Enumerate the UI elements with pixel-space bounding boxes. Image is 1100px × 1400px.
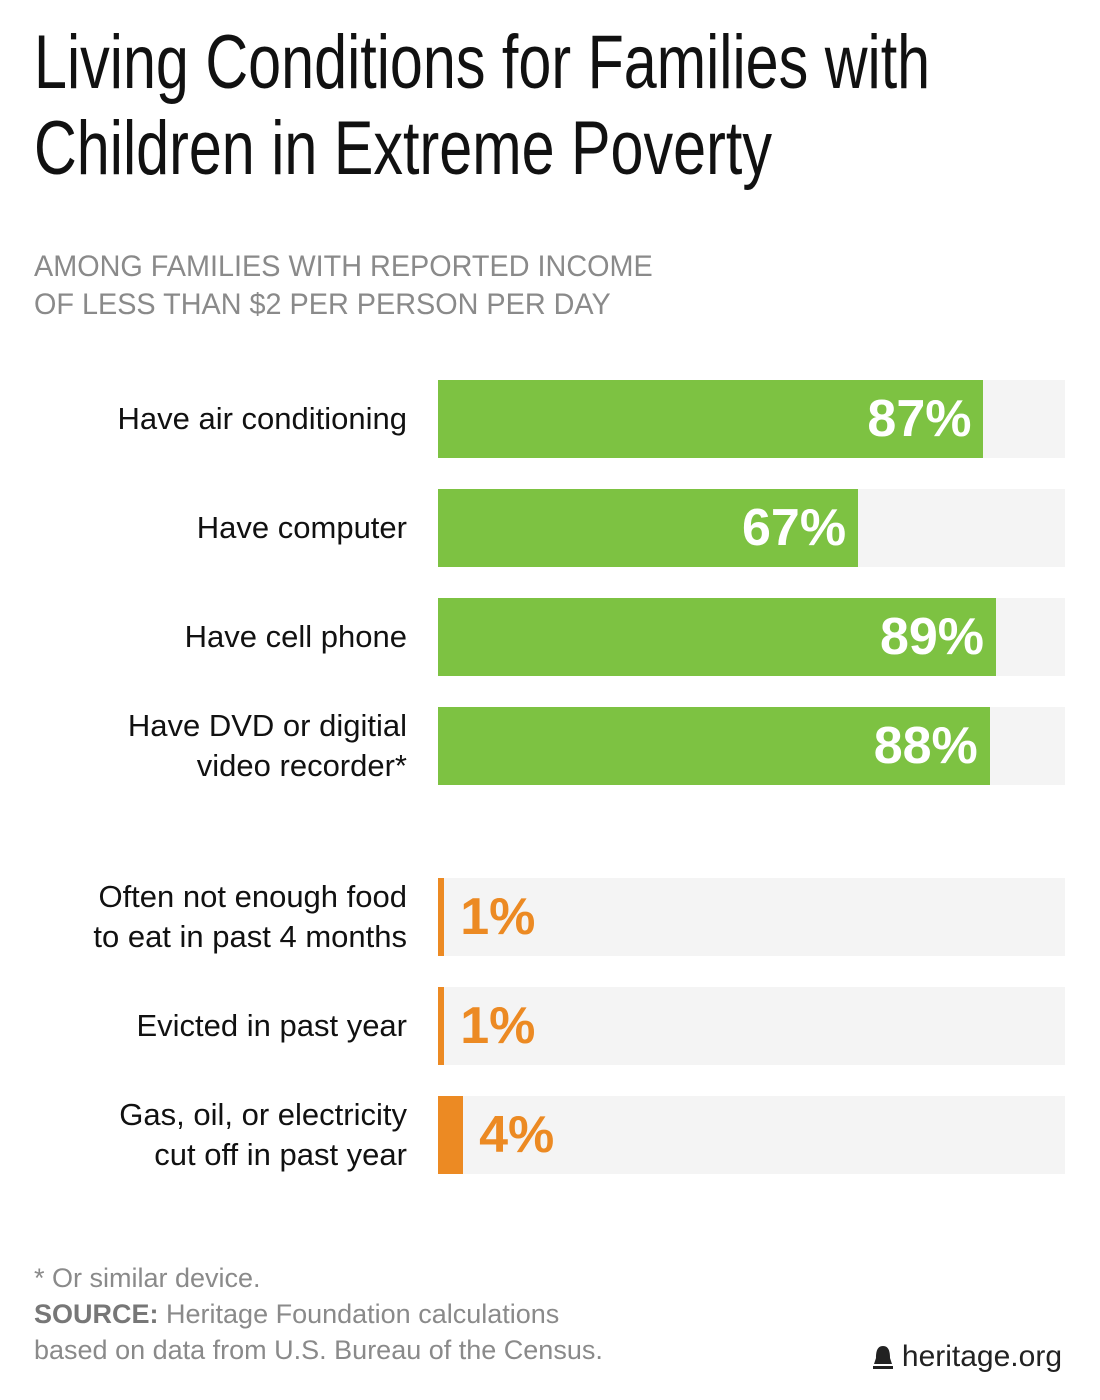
brand: heritage.org xyxy=(872,1340,1062,1374)
category-label: Have computer xyxy=(196,510,407,545)
value-label: 1% xyxy=(460,997,536,1055)
bar xyxy=(438,707,990,785)
source-text: Heritage Foundation calculations based o… xyxy=(34,1299,603,1365)
value-label: 1% xyxy=(460,888,536,946)
bar-track xyxy=(438,878,1065,956)
brand-text: heritage.org xyxy=(901,1340,1062,1373)
category-label: Have cell phone xyxy=(184,619,407,654)
value-label: 67% xyxy=(742,499,847,557)
bar xyxy=(438,489,859,567)
bar xyxy=(438,878,445,956)
value-label: 89% xyxy=(879,608,985,666)
note: * Or similar device. xyxy=(34,1263,261,1293)
bar-track xyxy=(438,1096,1065,1174)
chart-subtitle: AMONG FAMILIES WITH REPORTED INCOME OF L… xyxy=(34,250,653,321)
category-label: Evicted in past year xyxy=(136,1008,407,1043)
value-label: 87% xyxy=(867,390,972,448)
chart-title: Living Conditions for Families with Chil… xyxy=(34,20,931,191)
category-label: Have DVD or digitial video recorder* xyxy=(127,708,407,783)
category-label: Gas, oil, or electricity cut off in past… xyxy=(119,1097,407,1172)
bar xyxy=(438,987,445,1065)
bar-track xyxy=(438,987,1065,1065)
category-label: Often not enough food to eat in past 4 m… xyxy=(93,879,407,954)
source: SOURCE: Heritage Foundation calculations… xyxy=(34,1296,603,1368)
bar xyxy=(438,598,997,676)
brand-icon xyxy=(872,1346,893,1369)
value-label: 4% xyxy=(479,1106,555,1164)
bar xyxy=(438,380,984,458)
category-label: Have air conditioning xyxy=(117,401,407,436)
source-label: SOURCE: xyxy=(34,1299,159,1329)
value-label: 88% xyxy=(873,717,978,775)
bar xyxy=(438,1096,464,1174)
